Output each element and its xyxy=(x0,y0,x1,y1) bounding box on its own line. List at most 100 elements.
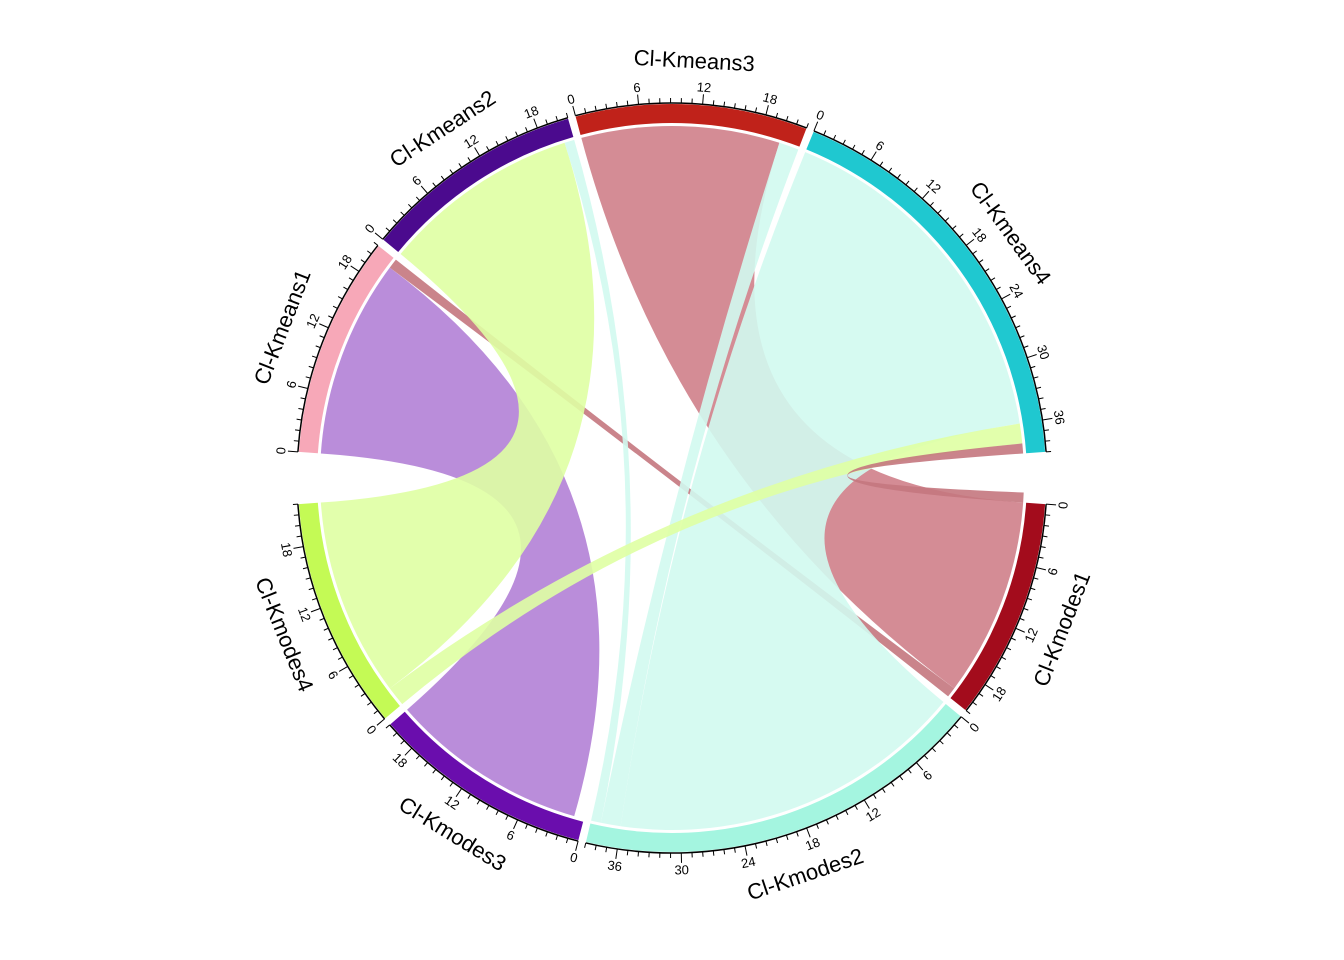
minor-tick xyxy=(332,305,338,309)
minor-tick xyxy=(332,647,338,651)
minor-tick xyxy=(907,769,912,774)
minor-tick xyxy=(392,219,398,224)
minor-tick xyxy=(298,407,304,410)
major-tick xyxy=(575,840,579,851)
major-tick xyxy=(319,323,329,329)
minor-tick xyxy=(890,782,895,787)
minor-tick xyxy=(723,101,726,107)
tick-label: 0 xyxy=(966,720,982,735)
minor-tick xyxy=(424,762,429,767)
minor-tick xyxy=(946,732,952,737)
minor-tick xyxy=(1033,577,1039,580)
minor-tick xyxy=(775,838,779,844)
chord-link-cl-kmeans3-to-cl-kmodes1 xyxy=(581,126,1024,689)
major-tick xyxy=(513,819,519,830)
minor-tick xyxy=(605,103,608,109)
minor-tick xyxy=(594,845,597,851)
chord-sectors xyxy=(298,104,1046,852)
minor-tick xyxy=(440,775,445,781)
major-tick xyxy=(702,94,704,105)
tick-label: 0 xyxy=(568,849,579,865)
major-tick xyxy=(310,607,321,613)
minor-tick xyxy=(300,397,306,400)
sector-arc-cl-kmeans1 xyxy=(298,246,394,454)
minor-tick xyxy=(373,710,379,715)
minor-tick xyxy=(626,850,629,856)
minor-tick xyxy=(785,115,789,122)
sector-label-cl-kmeans3: Cl-Kmeans3 xyxy=(633,45,755,76)
minor-tick xyxy=(616,101,618,108)
chord-link-cl-kmeans3-to-cl-kmodes2 xyxy=(600,142,799,827)
tick-label: 18 xyxy=(989,684,1009,704)
minor-tick xyxy=(1027,597,1033,601)
tick-label: 6 xyxy=(325,668,342,682)
tick-label: 12 xyxy=(442,792,462,813)
minor-tick xyxy=(1023,607,1029,611)
tick-label: 12 xyxy=(295,605,314,624)
minor-tick xyxy=(990,675,996,679)
tick-label: 0 xyxy=(814,107,826,124)
minor-tick xyxy=(1043,429,1050,432)
major-tick xyxy=(965,238,975,246)
minor-tick xyxy=(505,136,509,142)
minor-tick xyxy=(343,286,349,291)
major-tick xyxy=(338,665,349,672)
tick-label: 12 xyxy=(923,176,944,197)
major-tick xyxy=(350,265,360,272)
minor-tick xyxy=(584,842,587,848)
tick-label: 18 xyxy=(761,89,779,107)
minor-tick xyxy=(328,315,334,319)
minor-tick xyxy=(545,831,548,837)
major-tick xyxy=(806,827,811,838)
minor-tick xyxy=(1036,386,1042,389)
tick-label: 0 xyxy=(364,722,380,737)
minor-tick xyxy=(990,277,996,281)
major-tick xyxy=(293,546,304,549)
major-tick xyxy=(637,94,640,105)
minor-tick xyxy=(984,268,990,272)
minor-tick xyxy=(565,838,569,844)
minor-tick xyxy=(931,747,936,753)
tick-label: 18 xyxy=(335,252,355,272)
minor-tick xyxy=(929,201,934,207)
minor-tick xyxy=(584,108,587,114)
minor-tick xyxy=(842,139,846,145)
minor-tick xyxy=(1001,656,1007,660)
axis-baseline xyxy=(813,130,1047,452)
minor-tick xyxy=(712,850,715,856)
minor-tick xyxy=(348,277,354,281)
minor-tick xyxy=(995,286,1001,291)
tick-label: 6 xyxy=(1045,566,1061,577)
minor-tick xyxy=(449,169,454,174)
minor-tick xyxy=(854,805,858,810)
sector-axis-cl-kmeans3: 0 6 12 18 xyxy=(566,79,809,129)
minor-tick xyxy=(328,637,334,641)
minor-tick xyxy=(754,843,758,849)
minor-tick xyxy=(476,799,481,805)
major-tick xyxy=(915,762,924,771)
minor-tick xyxy=(972,250,977,255)
axis-baseline xyxy=(389,724,579,842)
minor-tick xyxy=(308,365,314,369)
minor-tick xyxy=(367,701,372,706)
minor-tick xyxy=(467,794,472,799)
minor-tick xyxy=(311,597,317,601)
minor-tick xyxy=(385,227,391,232)
minor-tick xyxy=(744,105,747,111)
minor-tick xyxy=(354,684,360,688)
minor-tick xyxy=(995,665,1001,670)
minor-tick xyxy=(415,755,421,760)
tick-label: 12 xyxy=(863,804,883,824)
minor-tick xyxy=(432,182,437,187)
minor-tick xyxy=(835,814,839,820)
sector-arc-cl-kmodes4 xyxy=(298,502,400,719)
minor-tick xyxy=(408,203,413,209)
minor-tick xyxy=(1010,637,1016,641)
minor-tick xyxy=(294,524,301,527)
minor-tick xyxy=(872,794,877,799)
major-tick xyxy=(533,118,538,129)
minor-tick xyxy=(1015,325,1021,329)
axis-baseline xyxy=(297,504,386,720)
minor-tick xyxy=(337,656,343,660)
minor-tick xyxy=(978,259,984,263)
